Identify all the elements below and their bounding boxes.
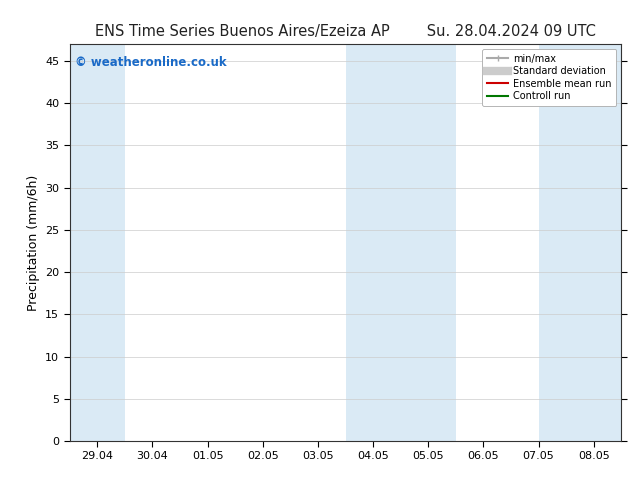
Title: ENS Time Series Buenos Aires/Ezeiza AP        Su. 28.04.2024 09 UTC: ENS Time Series Buenos Aires/Ezeiza AP S…	[95, 24, 596, 39]
Bar	[346, 44, 456, 441]
Legend: min/max, Standard deviation, Ensemble mean run, Controll run: min/max, Standard deviation, Ensemble me…	[482, 49, 616, 106]
Bar	[538, 44, 621, 441]
Y-axis label: Precipitation (mm/6h): Precipitation (mm/6h)	[27, 174, 40, 311]
Bar	[70, 44, 125, 441]
Text: © weatheronline.co.uk: © weatheronline.co.uk	[75, 56, 227, 69]
